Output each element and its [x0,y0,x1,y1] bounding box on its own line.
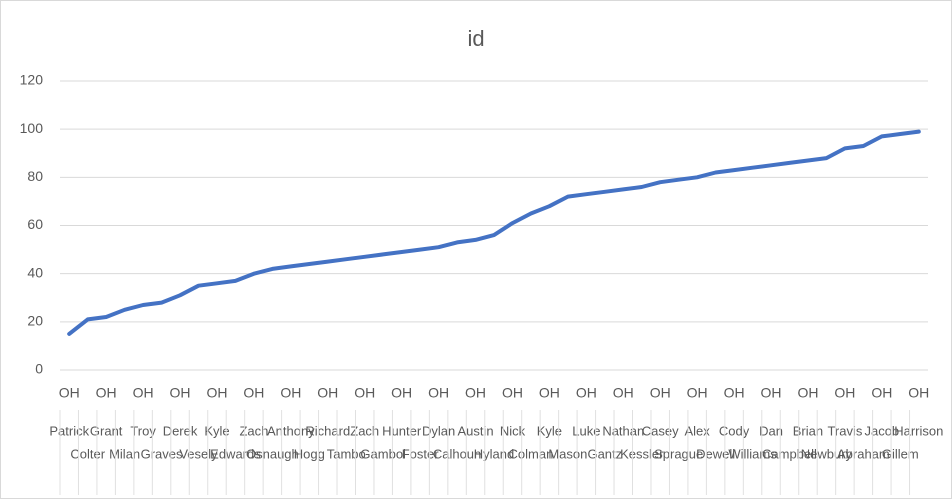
x-tick-label: Abraham [837,446,890,461]
y-tick-label: 40 [27,264,43,280]
group-label: OH [243,385,264,401]
x-tick-label: Graves [141,446,183,461]
group-label: OH [391,385,412,401]
x-tick-label: Williams [728,446,777,461]
group-label: OH [650,385,671,401]
x-tick-label: Hyland [474,446,514,461]
group-label: OH [280,385,301,401]
group-label: OH [687,385,708,401]
x-tick-label: Colter [70,446,105,461]
group-label: OH [502,385,523,401]
x-tick-label: Kessler [620,446,664,461]
x-tick-label: Troy [130,423,156,438]
group-label: OH [59,385,80,401]
x-tick-label: Gillem [882,446,919,461]
x-tick-label: Mason [548,446,587,461]
line [67,129,921,336]
x-tick-label: Nathan [602,423,644,438]
x-tick-label: Hunter [382,423,422,438]
x-tick-label: Derek [163,423,198,438]
x-tick-label: Tambo [327,446,366,461]
x-tick-label: Casey [642,423,679,438]
group-label: OH [613,385,634,401]
x-tick-label: Richard [305,423,350,438]
x-tick-label: Newbury [801,446,853,461]
x-tick-label: Zach [239,423,268,438]
y-tick-label: 0 [35,361,43,377]
x-tick-label: Brian [793,423,823,438]
x-tick-label: Osnaugh [246,446,299,461]
x-tick-label: Luke [572,423,600,438]
x-tick-label: Nick [500,423,526,438]
group-label: OH [871,385,892,401]
x-tick-label: Anthony [267,423,315,438]
x-tick-label: Jacob [864,423,899,438]
group-label: OH [465,385,486,401]
x-tick-label: Travis [827,423,862,438]
group-label: OH [133,385,154,401]
group-label: OH [206,385,227,401]
group-label: OH [428,385,449,401]
x-tick-label: Campbell [762,446,817,461]
x-tick-label: Milan [109,446,140,461]
group-label: OH [724,385,745,401]
y-tick-label: 80 [27,168,43,184]
x-tick-label: Kyle [204,423,229,438]
x-tick-label: Sprague [654,446,703,461]
x-tick-label: Zach [350,423,379,438]
x-tick-label: Dan [759,423,783,438]
group-label: OH [761,385,782,401]
group-label: OH [834,385,855,401]
group-label: OH [354,385,375,401]
y-tick-label: 20 [27,313,43,329]
group-label: OH [317,385,338,401]
group-label: OH [908,385,929,401]
x-tick-label: Gambol [360,446,406,461]
x-tick-label: Cody [719,423,750,438]
x-tick-label: Grant [90,423,123,438]
y-tick-label: 120 [20,72,44,88]
x-tick-label: Alex [685,423,711,438]
x-tick-label: Colman [509,446,554,461]
group-label: OH [96,385,117,401]
group-label: OH [576,385,597,401]
group-label: OH [170,385,191,401]
x-tick-label: Dylan [422,423,455,438]
chart-title: id [467,26,484,51]
x-tick-label: Edwards [210,446,261,461]
x-tick-label: Hogg [294,446,325,461]
y-tick-label: 60 [27,216,43,232]
y-tick-label: 100 [20,120,44,136]
x-tick-label: Austin [457,423,493,438]
x-tick-label: Calhoun [433,446,481,461]
x-tick-label: Gantz [587,446,622,461]
group-label: OH [539,385,560,401]
x-tick-label: Kyle [537,423,562,438]
group-label: OH [797,385,818,401]
x-tick-label: Harrison [894,423,943,438]
x-tick-label: Patrick [49,423,89,438]
